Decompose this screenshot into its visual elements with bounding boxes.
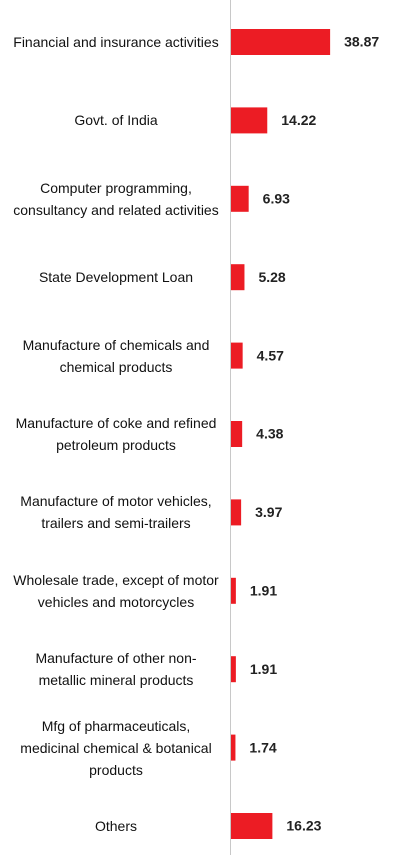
category-label: Mfg of pharmaceuticals, medicinal chemic…	[20, 717, 212, 778]
value-label: 16.23	[286, 818, 321, 834]
value-label: 5.28	[258, 269, 285, 285]
category-label: Others	[94, 818, 137, 834]
category-label: Manufacture of other non-metallic minera…	[35, 650, 197, 689]
category-label: Wholesale trade, except of motor vehicle…	[13, 571, 219, 610]
category-label: Govt. of India	[74, 112, 158, 129]
value-label: 1.91	[250, 583, 277, 599]
category-label: State Development Loan	[38, 269, 194, 286]
value-label: 4.38	[256, 426, 283, 442]
category-label: Manufacture of chemicals and chemical pr…	[22, 336, 210, 375]
value-label: 38.87	[344, 34, 379, 50]
bar	[231, 107, 268, 134]
category-label: Manufacture of coke and refined petroleu…	[15, 415, 217, 453]
bar	[231, 656, 236, 683]
bar	[231, 499, 242, 526]
bar	[231, 342, 243, 369]
category-label: Financial and insurance activities	[13, 34, 219, 50]
bar	[231, 813, 273, 839]
value-label: 1.74	[249, 739, 276, 755]
category-label: Computer programming, consultancy and re…	[13, 179, 219, 218]
bar	[231, 29, 331, 55]
category-label: Manufacture of motor vehicles, trailers …	[20, 493, 212, 532]
bar	[231, 264, 245, 291]
value-label: 1.91	[250, 661, 277, 677]
bar	[231, 185, 249, 212]
bar	[231, 577, 236, 604]
value-label: 4.57	[257, 347, 284, 363]
value-label: 6.93	[263, 191, 290, 207]
bar	[231, 421, 243, 447]
bar	[231, 734, 236, 761]
value-label: 3.97	[255, 504, 282, 520]
value-label: 14.22	[281, 112, 316, 128]
